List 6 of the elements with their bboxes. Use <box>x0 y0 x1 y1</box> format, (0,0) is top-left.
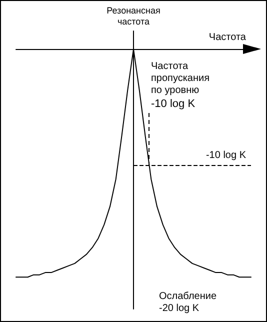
ref-line-label: -10 log K <box>206 150 246 161</box>
annotation: Частота пропускания по уровню <box>151 61 210 97</box>
annotation: -10 log K <box>151 98 196 110</box>
y-axis-title: Резонансная частота <box>106 6 160 26</box>
x-axis-title: Частота <box>208 32 246 44</box>
text: Ослабление -20 log K <box>159 291 217 315</box>
